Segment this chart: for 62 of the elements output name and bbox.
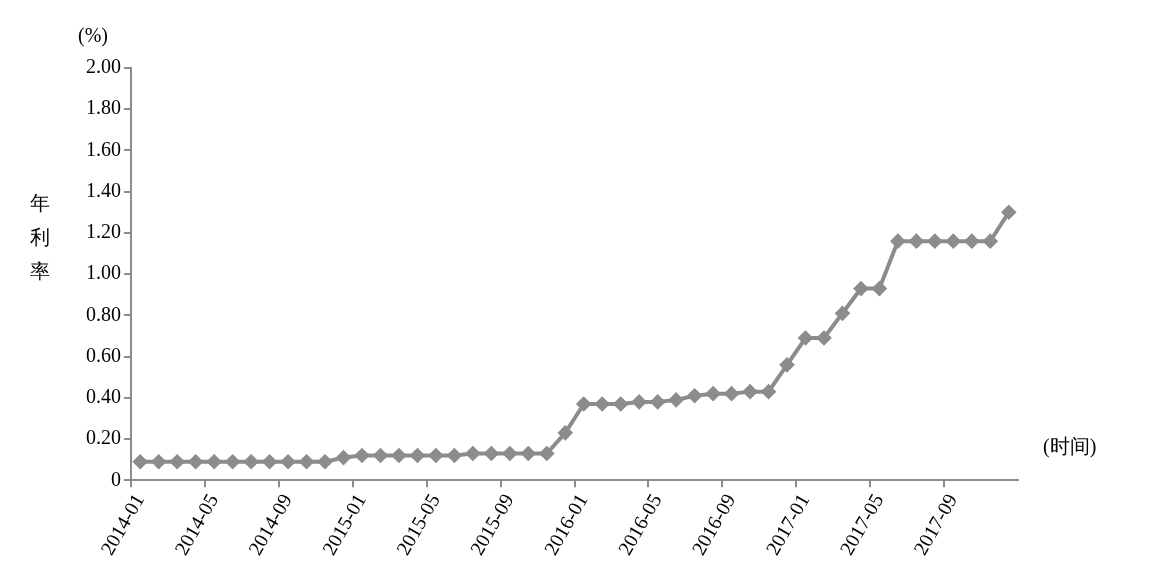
point — [410, 448, 425, 463]
point — [835, 306, 850, 321]
point — [613, 397, 628, 411]
point — [484, 446, 499, 461]
point — [1001, 205, 1016, 220]
y-tick-label: 1.20 — [86, 220, 121, 243]
point — [502, 446, 517, 461]
point — [853, 281, 868, 296]
point — [595, 397, 610, 411]
point — [133, 454, 148, 469]
point — [724, 386, 739, 401]
point — [318, 454, 333, 469]
point — [761, 384, 776, 399]
point — [798, 331, 813, 346]
point — [872, 281, 887, 296]
point — [706, 386, 721, 401]
y-tick-label: 0.80 — [86, 302, 121, 325]
point — [354, 448, 369, 463]
point — [521, 446, 536, 461]
point — [539, 446, 554, 461]
point — [281, 454, 296, 469]
point — [558, 425, 573, 440]
point — [225, 454, 240, 469]
point — [909, 234, 924, 249]
point — [780, 357, 795, 372]
point — [632, 394, 647, 409]
y-tick-label: 0 — [111, 467, 121, 490]
point — [983, 234, 998, 249]
x-axis-title: (时间) — [1043, 434, 1097, 460]
y-tick-label: 1.80 — [86, 96, 121, 119]
point — [650, 394, 665, 409]
point — [428, 448, 443, 463]
y-tick-label: 0.40 — [86, 385, 121, 408]
point — [373, 448, 388, 463]
point — [669, 392, 684, 407]
point — [816, 331, 831, 346]
point — [391, 448, 406, 463]
point — [188, 454, 203, 469]
point — [890, 234, 905, 249]
point — [262, 454, 277, 469]
point — [576, 397, 591, 411]
point — [299, 454, 314, 469]
point — [207, 454, 222, 469]
point — [336, 450, 351, 465]
y-tick-label: 2.00 — [86, 55, 121, 78]
y-tick-label: 1.60 — [86, 137, 121, 160]
point — [927, 234, 942, 249]
y-tick-label: 1.40 — [86, 178, 121, 201]
y-axis-title: 年利率 — [30, 191, 51, 284]
point — [465, 446, 480, 461]
point — [447, 448, 462, 463]
y-tick-label: 0.60 — [86, 343, 121, 366]
point — [687, 388, 702, 403]
y-tick-label: 0.20 — [86, 426, 121, 449]
point — [946, 234, 961, 249]
point — [170, 454, 185, 469]
y-tick-label: 1.00 — [86, 261, 121, 284]
text: (%) — [78, 24, 108, 47]
point — [244, 454, 259, 469]
point — [743, 384, 758, 399]
point — [151, 454, 166, 469]
point — [964, 234, 979, 249]
